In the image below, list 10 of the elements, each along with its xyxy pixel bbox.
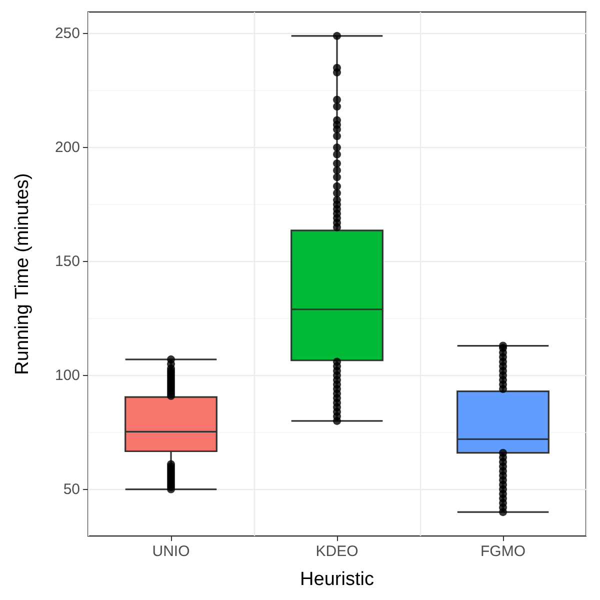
x-tick-label: KDEO [316,543,358,560]
y-tick-label: 250 [54,25,80,42]
y-axis-title: Running Time (minutes) [12,173,33,375]
x-tick-label: FGMO [480,543,526,560]
x-tick-label: UNIO [152,543,190,560]
x-axis-title: Heuristic [300,569,374,590]
y-tick-label: 150 [54,252,80,270]
y-tick-label: 200 [54,139,80,156]
y-tick-label: 100 [54,366,80,384]
y-tick-label: 50 [63,480,80,498]
